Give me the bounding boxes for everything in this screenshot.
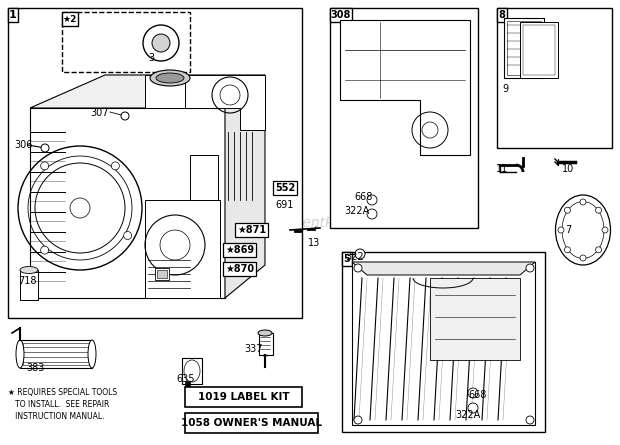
Text: 5: 5: [343, 254, 350, 264]
Bar: [497, 8, 507, 22]
Circle shape: [41, 162, 48, 170]
Bar: [62, 12, 78, 26]
Bar: [520, 22, 558, 78]
Text: ★869: ★869: [225, 245, 254, 255]
Circle shape: [41, 246, 48, 254]
Text: 322: 322: [345, 252, 363, 262]
Polygon shape: [352, 262, 535, 275]
Polygon shape: [225, 75, 265, 298]
Polygon shape: [430, 278, 520, 360]
Circle shape: [596, 247, 601, 253]
Ellipse shape: [258, 330, 272, 336]
Text: 1019 LABEL KIT: 1019 LABEL KIT: [198, 392, 290, 402]
Text: 718: 718: [18, 276, 37, 286]
Bar: [507, 21, 541, 75]
Circle shape: [468, 403, 478, 413]
Text: 306: 306: [14, 140, 32, 150]
Ellipse shape: [16, 340, 24, 368]
Bar: [259, 333, 273, 355]
Circle shape: [526, 416, 534, 424]
Text: ★2: ★2: [63, 15, 77, 24]
Circle shape: [354, 416, 362, 424]
Bar: [155, 268, 169, 280]
Circle shape: [558, 227, 564, 233]
Bar: [182, 358, 202, 384]
Text: 1: 1: [9, 10, 17, 20]
Polygon shape: [30, 108, 225, 298]
Text: 668: 668: [468, 390, 486, 400]
Bar: [8, 8, 18, 22]
Polygon shape: [30, 75, 265, 108]
Polygon shape: [340, 20, 470, 155]
Text: 8: 8: [498, 10, 505, 20]
Bar: [342, 252, 352, 266]
Text: 1058 OWNER'S MANUAL: 1058 OWNER'S MANUAL: [181, 418, 322, 428]
Ellipse shape: [556, 195, 611, 265]
Bar: [23, 343, 89, 365]
Text: ★ REQUIRES SPECIAL TOOLS: ★ REQUIRES SPECIAL TOOLS: [8, 388, 117, 397]
Circle shape: [354, 264, 362, 272]
Text: 383: 383: [26, 363, 45, 373]
Text: 668: 668: [354, 192, 373, 202]
Text: 9: 9: [502, 84, 508, 94]
Bar: [504, 18, 544, 78]
Text: 691: 691: [275, 200, 293, 210]
Text: 635: 635: [176, 374, 195, 384]
Bar: [185, 387, 302, 407]
Ellipse shape: [150, 70, 190, 86]
Bar: [62, 12, 190, 72]
Circle shape: [355, 249, 365, 259]
Text: ★871: ★871: [237, 225, 266, 235]
Circle shape: [580, 255, 586, 261]
Bar: [330, 8, 352, 22]
Text: 10: 10: [562, 164, 574, 174]
Bar: [20, 340, 92, 368]
Bar: [523, 25, 555, 75]
Circle shape: [121, 112, 129, 120]
Ellipse shape: [184, 360, 200, 382]
Text: 13: 13: [308, 238, 321, 248]
Text: 552: 552: [275, 183, 295, 193]
Ellipse shape: [88, 340, 96, 368]
Ellipse shape: [156, 73, 184, 83]
Ellipse shape: [20, 267, 38, 274]
Circle shape: [602, 227, 608, 233]
Text: 7: 7: [565, 225, 571, 235]
Circle shape: [468, 388, 478, 398]
Bar: [497, 8, 612, 148]
Circle shape: [152, 34, 170, 52]
Text: 308: 308: [331, 10, 351, 20]
Text: ★870: ★870: [225, 264, 254, 274]
Bar: [8, 8, 302, 318]
Circle shape: [41, 144, 49, 152]
Text: eReplacementParts.com: eReplacementParts.com: [225, 215, 395, 230]
Text: 337: 337: [244, 344, 262, 354]
Text: TO INSTALL.  SEE REPAIR: TO INSTALL. SEE REPAIR: [8, 400, 109, 409]
Bar: [190, 155, 218, 200]
Circle shape: [367, 195, 377, 205]
Circle shape: [112, 162, 120, 170]
Circle shape: [596, 207, 601, 213]
Bar: [157, 270, 167, 278]
Circle shape: [564, 247, 570, 253]
Circle shape: [564, 207, 570, 213]
Bar: [330, 8, 478, 228]
Polygon shape: [145, 200, 220, 298]
Text: INSTRUCTION MANUAL.: INSTRUCTION MANUAL.: [8, 412, 105, 421]
Text: 307: 307: [90, 108, 108, 118]
Polygon shape: [185, 75, 265, 130]
Circle shape: [123, 231, 131, 239]
Text: 11: 11: [496, 164, 508, 174]
Text: 322A: 322A: [344, 206, 370, 216]
Circle shape: [526, 264, 534, 272]
Text: 322A: 322A: [455, 410, 480, 420]
Text: 3: 3: [148, 53, 154, 63]
Bar: [185, 413, 318, 433]
Bar: [20, 270, 38, 300]
Polygon shape: [145, 75, 195, 108]
Bar: [342, 252, 545, 432]
Circle shape: [367, 209, 377, 219]
Circle shape: [580, 199, 586, 205]
Polygon shape: [352, 262, 535, 425]
